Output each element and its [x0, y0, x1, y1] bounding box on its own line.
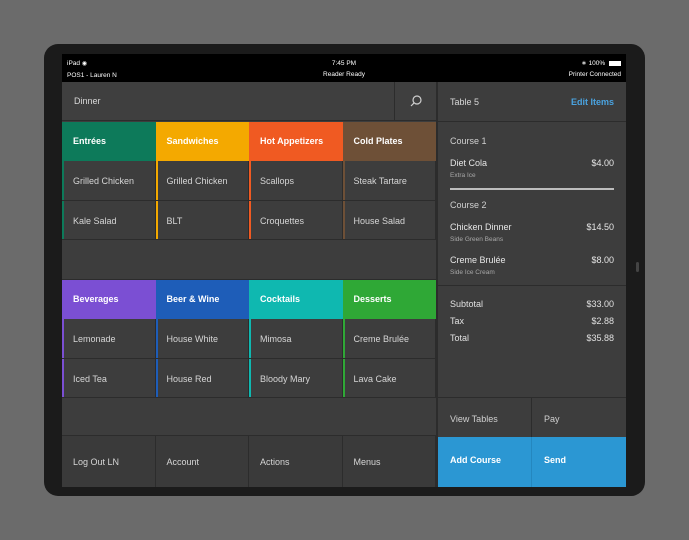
- menu-item[interactable]: House White: [155, 319, 249, 359]
- menu-item[interactable]: Kale Salad: [62, 200, 156, 240]
- menu-item[interactable]: Creme Brulée: [342, 319, 436, 359]
- menu-item[interactable]: Scallops: [249, 161, 343, 201]
- battery-percent: 100%: [588, 60, 606, 67]
- user-label: POS1 - Lauren N: [67, 72, 117, 79]
- pay-button[interactable]: Pay: [532, 397, 626, 437]
- menu-item[interactable]: BLT: [155, 200, 249, 240]
- category-beer-wine[interactable]: Beer & Wine: [155, 280, 249, 319]
- account-button[interactable]: Account: [156, 436, 249, 487]
- category-beverages[interactable]: Beverages: [62, 280, 156, 319]
- menu-item[interactable]: Lava Cake: [342, 358, 436, 398]
- line-item-note: Side Ice Cream: [450, 269, 495, 276]
- line-item-price: $4.00: [591, 158, 614, 168]
- menu-item[interactable]: Grilled Chicken: [155, 161, 249, 201]
- menus-button[interactable]: Menus: [343, 436, 436, 487]
- search-button[interactable]: [394, 82, 436, 121]
- table-name: Table 5: [450, 97, 480, 107]
- ipad-device: iPad ◉ POS1 - Lauren N 7:45 PM Reader Re…: [44, 44, 645, 496]
- category-cold-plates[interactable]: Cold Plates: [342, 122, 436, 161]
- category-hot-appetizers[interactable]: Hot Appetizers: [249, 122, 343, 161]
- screen: iPad ◉ POS1 - Lauren N 7:45 PM Reader Re…: [62, 54, 626, 487]
- line-item-note: Extra Ice: [450, 172, 476, 179]
- menu-title: Dinner: [74, 96, 101, 106]
- empty-row: [62, 240, 436, 280]
- ticket-panel: Table 5 Edit Items Course 1 Diet Cola $4…: [438, 82, 626, 487]
- add-course-button[interactable]: Add Course: [438, 437, 532, 487]
- menu-item[interactable]: Grilled Chicken: [62, 161, 156, 201]
- menu-item[interactable]: Steak Tartare: [342, 161, 436, 201]
- tax-value: $2.88: [591, 316, 614, 326]
- reader-status: Reader Ready: [323, 71, 365, 78]
- course-divider: [450, 188, 614, 190]
- divider: [438, 121, 626, 122]
- printer-status: Printer Connected: [568, 71, 621, 78]
- line-item-name[interactable]: Chicken Dinner: [450, 222, 512, 232]
- menu-item[interactable]: Mimosa: [249, 319, 343, 359]
- menu-item[interactable]: Croquettes: [249, 200, 343, 240]
- menu-panel: Dinner Entrées Sandwiches Hot Appetizers…: [62, 82, 436, 487]
- line-item-name[interactable]: Diet Cola: [450, 158, 488, 168]
- subtotal-label: Subtotal: [450, 299, 484, 309]
- line-item-price: $14.50: [586, 222, 614, 232]
- line-item-name[interactable]: Creme Brulée: [450, 255, 506, 265]
- clock: 7:45 PM: [331, 60, 357, 67]
- category-cocktails[interactable]: Cocktails: [249, 280, 343, 319]
- total-value: $35.88: [586, 333, 614, 343]
- category-sandwiches[interactable]: Sandwiches: [155, 122, 249, 161]
- view-tables-button[interactable]: View Tables: [438, 397, 532, 437]
- course-label[interactable]: Course 2: [450, 200, 487, 210]
- status-bar: iPad ◉ POS1 - Lauren N 7:45 PM Reader Re…: [62, 54, 626, 82]
- subtotal-value: $33.00: [586, 299, 614, 309]
- camera: [636, 262, 639, 272]
- send-button[interactable]: Send: [532, 437, 626, 487]
- bottom-toolbar: Log Out LN Account Actions Menus: [62, 436, 436, 487]
- edit-items-button[interactable]: Edit Items: [570, 97, 614, 107]
- menu-item[interactable]: Iced Tea: [62, 358, 156, 398]
- divider: [438, 285, 626, 286]
- empty-row: [62, 398, 436, 436]
- line-item-note: Side Green Beans: [450, 236, 504, 243]
- total-label: Total: [450, 333, 470, 343]
- menu-item[interactable]: House Red: [155, 358, 249, 398]
- category-entrees[interactable]: Entrées: [62, 122, 156, 161]
- menu-item[interactable]: House Salad: [342, 200, 436, 240]
- menu-item[interactable]: Bloody Mary: [249, 358, 343, 398]
- log-out-button[interactable]: Log Out LN: [62, 436, 156, 487]
- menu-item[interactable]: Lemonade: [62, 319, 156, 359]
- search-icon: [410, 95, 422, 107]
- bluetooth-icon: ∗: [581, 60, 587, 67]
- ticket-header: Table 5 Edit Items: [438, 82, 626, 121]
- actions-button[interactable]: Actions: [249, 436, 343, 487]
- tax-label: Tax: [450, 316, 465, 326]
- battery-icon: [609, 60, 621, 66]
- category-desserts[interactable]: Desserts: [342, 280, 436, 319]
- menu-header: Dinner: [62, 82, 436, 121]
- wifi-icon: ◉: [81, 61, 88, 67]
- device-name: iPad: [67, 60, 81, 67]
- line-item-price: $8.00: [591, 255, 614, 265]
- course-label[interactable]: Course 1: [450, 136, 487, 146]
